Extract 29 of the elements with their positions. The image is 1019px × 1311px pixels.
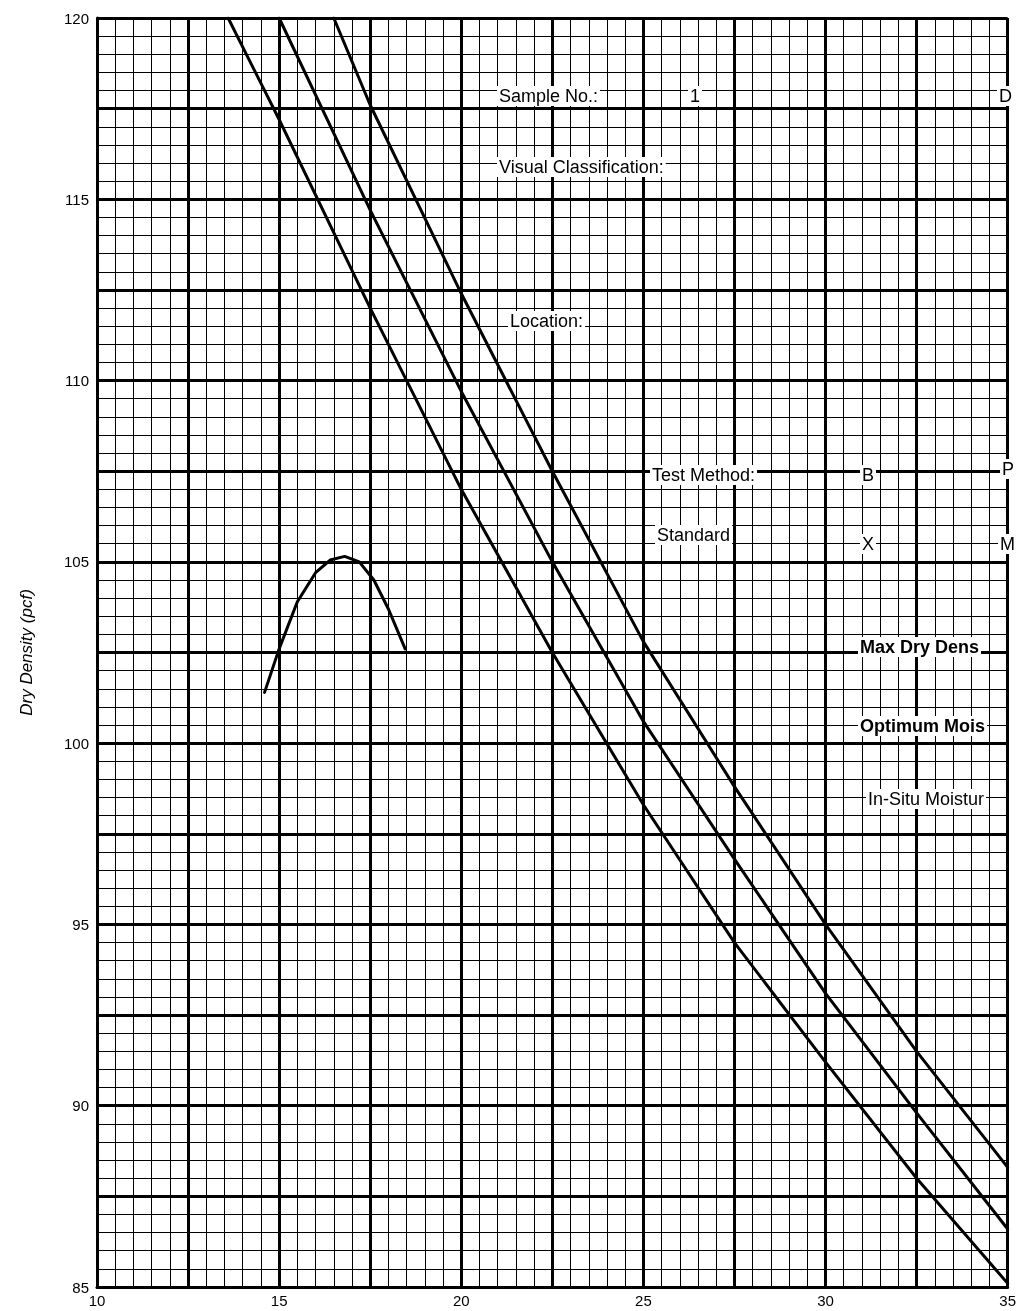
annotation: Optimum Mois — [860, 716, 985, 736]
y-tick-label: 120 — [63, 9, 89, 27]
annotation: B — [862, 465, 875, 485]
annotation: P — [1002, 459, 1015, 479]
annotation: Visual Classification: — [499, 157, 664, 177]
annotation: Location: — [510, 311, 584, 331]
annotation: Test Method: — [652, 465, 756, 485]
y-tick-label: 95 — [72, 915, 89, 933]
annotation: In-Situ Moistur — [868, 789, 985, 809]
annotation: D — [999, 86, 1012, 106]
x-tick-label: 25 — [635, 1292, 652, 1309]
annotation: X — [862, 534, 875, 554]
y-tick-label: 110 — [65, 372, 89, 390]
y-axis-title: Dry Density (pcf) — [17, 589, 36, 716]
y-tick-label: 90 — [72, 1097, 89, 1115]
annotation: Sample No.: — [499, 86, 599, 106]
annotation: 1 — [690, 86, 701, 106]
y-tick-label: 85 — [72, 1278, 89, 1296]
annotation: Standard — [657, 525, 731, 545]
x-tick-label: 35 — [999, 1292, 1016, 1309]
y-tick-label: 105 — [63, 553, 89, 571]
y-tick-label: 115 — [65, 190, 89, 208]
x-tick-label: 30 — [817, 1292, 834, 1309]
x-tick-label: 15 — [270, 1292, 288, 1309]
x-tick-label: 20 — [452, 1292, 470, 1309]
annotation: Max Dry Dens — [860, 637, 980, 657]
x-tick-label: 10 — [88, 1292, 106, 1309]
annotation: M — [1000, 534, 1015, 554]
y-tick-label: 100 — [63, 734, 89, 752]
